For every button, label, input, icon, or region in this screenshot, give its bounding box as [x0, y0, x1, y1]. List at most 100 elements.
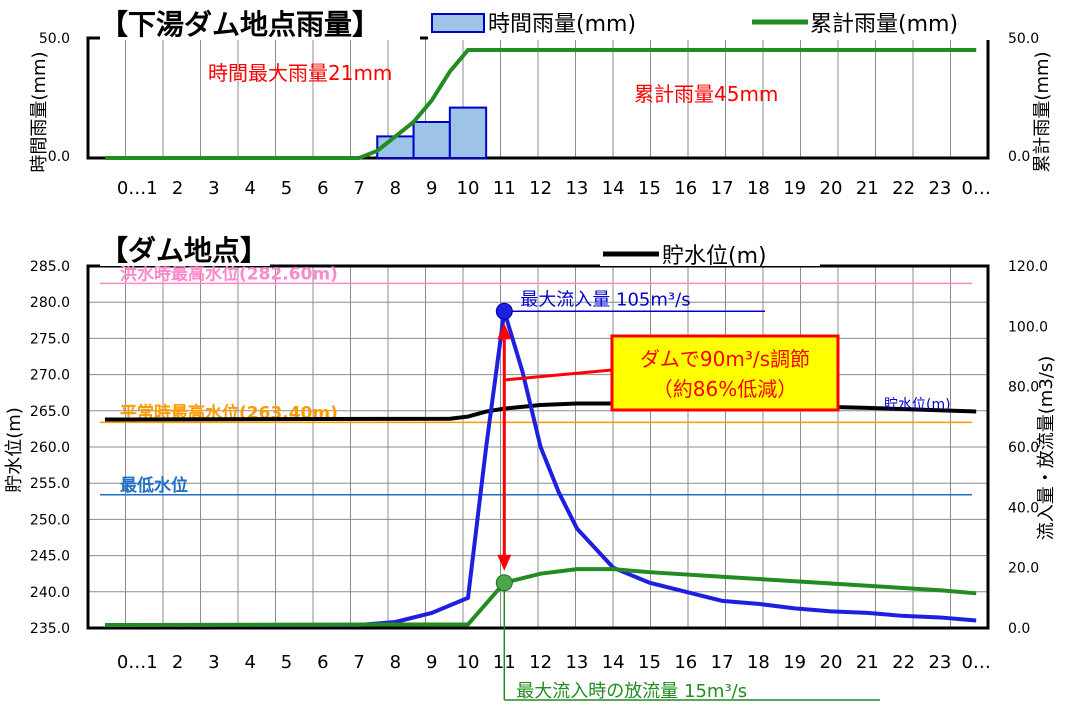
- dam-xtick-label: 18: [747, 652, 770, 673]
- dam-xtick-label: 12: [529, 652, 552, 673]
- regulation-callout-box: [610, 334, 840, 412]
- dam-xtick-label: 14: [602, 652, 625, 673]
- dam-y2axis-tick-label: 60.0: [1008, 440, 1039, 456]
- rain-annotation-hourly-max: 時間最大雨量21mm: [208, 61, 392, 85]
- outflow-line: [104, 567, 977, 627]
- dam-y2axis-tick-label: 20.0: [1008, 561, 1039, 577]
- flood-max-level-label: 洪水時最高水位(282.60m): [120, 263, 338, 284]
- dam-yaxis-tick-label: 250.0: [30, 512, 70, 528]
- rain-xtick-label: 18: [747, 178, 770, 199]
- dam-yaxis-tick-label: 235.0: [30, 621, 70, 637]
- rain-xtick-label: 21: [856, 178, 879, 199]
- rain-title-bg: [100, 8, 420, 40]
- rain-xtick-label: 3: [208, 178, 219, 199]
- regulation-arrow-down-head: [497, 554, 512, 571]
- regulation-arrow-up-head: [497, 323, 512, 340]
- rain-xtick-label: 4: [244, 178, 255, 199]
- dam-yaxis-ticks: 235.0 240.0 245.0 250.0 255.0 260.0 265.0 270.0…: [30, 259, 70, 637]
- dam-xtick-label: 0…: [961, 652, 990, 673]
- dam-y2axis-tick-label: 40.0: [1008, 500, 1039, 516]
- rain-y2axis-tick-bottom: 0.0: [1008, 149, 1030, 165]
- dam-yaxis-tick-label: 260.0: [30, 440, 70, 456]
- dam-legend-bg: [600, 234, 820, 266]
- dam-xtick-label: 11: [493, 652, 516, 673]
- rain-xtick-label: 6: [317, 178, 328, 199]
- rain-xtick-label: 7: [353, 178, 364, 199]
- rain-yaxis-tick-bottom: 0.0: [48, 149, 70, 165]
- rain-xtick-label: 13: [565, 178, 588, 199]
- rain-legend-hourly-label: 時間雨量(mm): [488, 12, 636, 37]
- rain-xtick-label: 2: [172, 178, 183, 199]
- dam-title-bg: [100, 234, 270, 266]
- regulation-callout-line1: ダムで90m³/s調節: [640, 347, 810, 371]
- dam-y2axis-tick-label: 100.0: [1008, 319, 1048, 335]
- rain-chart: 50.0 0.0 50.0 0.0 時間雨量(mm) 累計雨量(mm) 0… 1 2…: [29, 8, 1053, 199]
- rain-hourly-bars: [376, 106, 488, 159]
- dam-chart-title: 【ダム地点】: [100, 234, 268, 267]
- rain-xtick-label: 10: [457, 178, 480, 199]
- rain-xtick-label: 17: [711, 178, 734, 199]
- rain-xtick-label: 0…: [961, 178, 990, 199]
- rain-xtick-label: 8: [390, 178, 401, 199]
- rain-chart-title: 【下湯ダム地点雨量】: [100, 8, 380, 41]
- release-at-max-marker: [495, 574, 513, 592]
- rain-legend-bar-swatch: [431, 13, 485, 33]
- rain-yaxis-tick-top: 50.0: [39, 31, 70, 47]
- rain-xtick-label: 19: [783, 178, 806, 199]
- dam-xtick-label: 3: [208, 652, 219, 673]
- regulation-connector-line: [504, 368, 613, 382]
- rain-gridlines: [125, 38, 951, 158]
- rain-xtick-label: 22: [892, 178, 915, 199]
- dam-xtick-label: 8: [390, 652, 401, 673]
- max-inflow-marker: [495, 302, 513, 320]
- dam-xtick-label: 23: [928, 652, 951, 673]
- dam-legend-level-label: 貯水位(m): [662, 244, 767, 269]
- dam-yaxis-tick-label: 255.0: [30, 476, 70, 492]
- dam-xtick-label: 19: [783, 652, 806, 673]
- level-series-label: 貯水位(m): [884, 397, 951, 413]
- dam-xtick-label: 16: [674, 652, 697, 673]
- dam-xtick-label: 9: [426, 652, 437, 673]
- dam-y2axis-tick-label: 0.0: [1008, 621, 1030, 637]
- dam-chart: 洪水時最高水位(282.60m) 平常時最高水位(263.40m) 最低水位 最…: [4, 234, 1057, 702]
- rain-hourly-bar: [448, 106, 488, 159]
- inflow-line: [105, 310, 977, 627]
- dam-yaxis-tick-label: 245.0: [30, 549, 70, 565]
- rain-cumulative-line: [105, 48, 977, 160]
- rain-xtick-label: 14: [602, 178, 625, 199]
- dam-yaxis-tick-label: 275.0: [30, 331, 70, 347]
- rain-xtick-label: 12: [529, 178, 552, 199]
- rain-xtick-label: 11: [493, 178, 516, 199]
- rain-y2axis-tick-top: 50.0: [1008, 31, 1039, 47]
- dam-xtick-label: 0…1: [117, 652, 158, 673]
- rain-xtick-label: 20: [820, 178, 843, 199]
- rain-xtick-label: 9: [426, 178, 437, 199]
- dam-xaxis-ticks: 0…1 2 3 4 5 6 7 8 9 10 11 12 13 14 15 16 17 18 19 20 21 22 23 0…: [117, 652, 991, 673]
- rain-xtick-label: 23: [928, 178, 951, 199]
- dam-yaxis-tick-label: 240.0: [30, 585, 70, 601]
- dam-xtick-label: 6: [317, 652, 328, 673]
- rain-legend-cumulative-label: 累計雨量(mm): [810, 12, 958, 37]
- dam-xtick-label: 17: [711, 652, 734, 673]
- dam-y2axis-tick-label: 80.0: [1008, 380, 1039, 396]
- dam-xtick-label: 2: [172, 652, 183, 673]
- dam-yaxis-tick-label: 280.0: [30, 295, 70, 311]
- rain-annotation-total: 累計雨量45mm: [634, 82, 778, 106]
- dam-xtick-label: 7: [353, 652, 364, 673]
- dam-y2axis-label: 流入量・放流量(m3/s): [1036, 356, 1057, 540]
- dam-xtick-label: 13: [565, 652, 588, 673]
- rain-xaxis-ticks: 0…1 2 3 4 5 6 7 8 9 10 11 12 13 14 15 16 17 18 19 20 21 22 23 0…: [117, 178, 991, 199]
- dam-yaxis-tick-label: 285.0: [30, 259, 70, 275]
- rain-xtick-label: 15: [638, 178, 661, 199]
- dam-y2axis-ticks: 0.0 20.0 40.0 60.0 80.0 100.0 120.0: [1008, 259, 1048, 637]
- dam-xtick-label: 15: [638, 652, 661, 673]
- release-at-max-annotation: 最大流入時の放流量 15m³/s: [516, 681, 747, 702]
- regulation-callout-line2: （約86%低減）: [653, 377, 797, 401]
- rain-xtick-label: 5: [281, 178, 292, 199]
- max-inflow-annotation: 最大流入量 105m³/s: [520, 289, 690, 310]
- dam-xtick-label: 10: [457, 652, 480, 673]
- rain-hourly-bar: [412, 121, 451, 159]
- dam-yaxis-label: 貯水位(m): [4, 407, 25, 493]
